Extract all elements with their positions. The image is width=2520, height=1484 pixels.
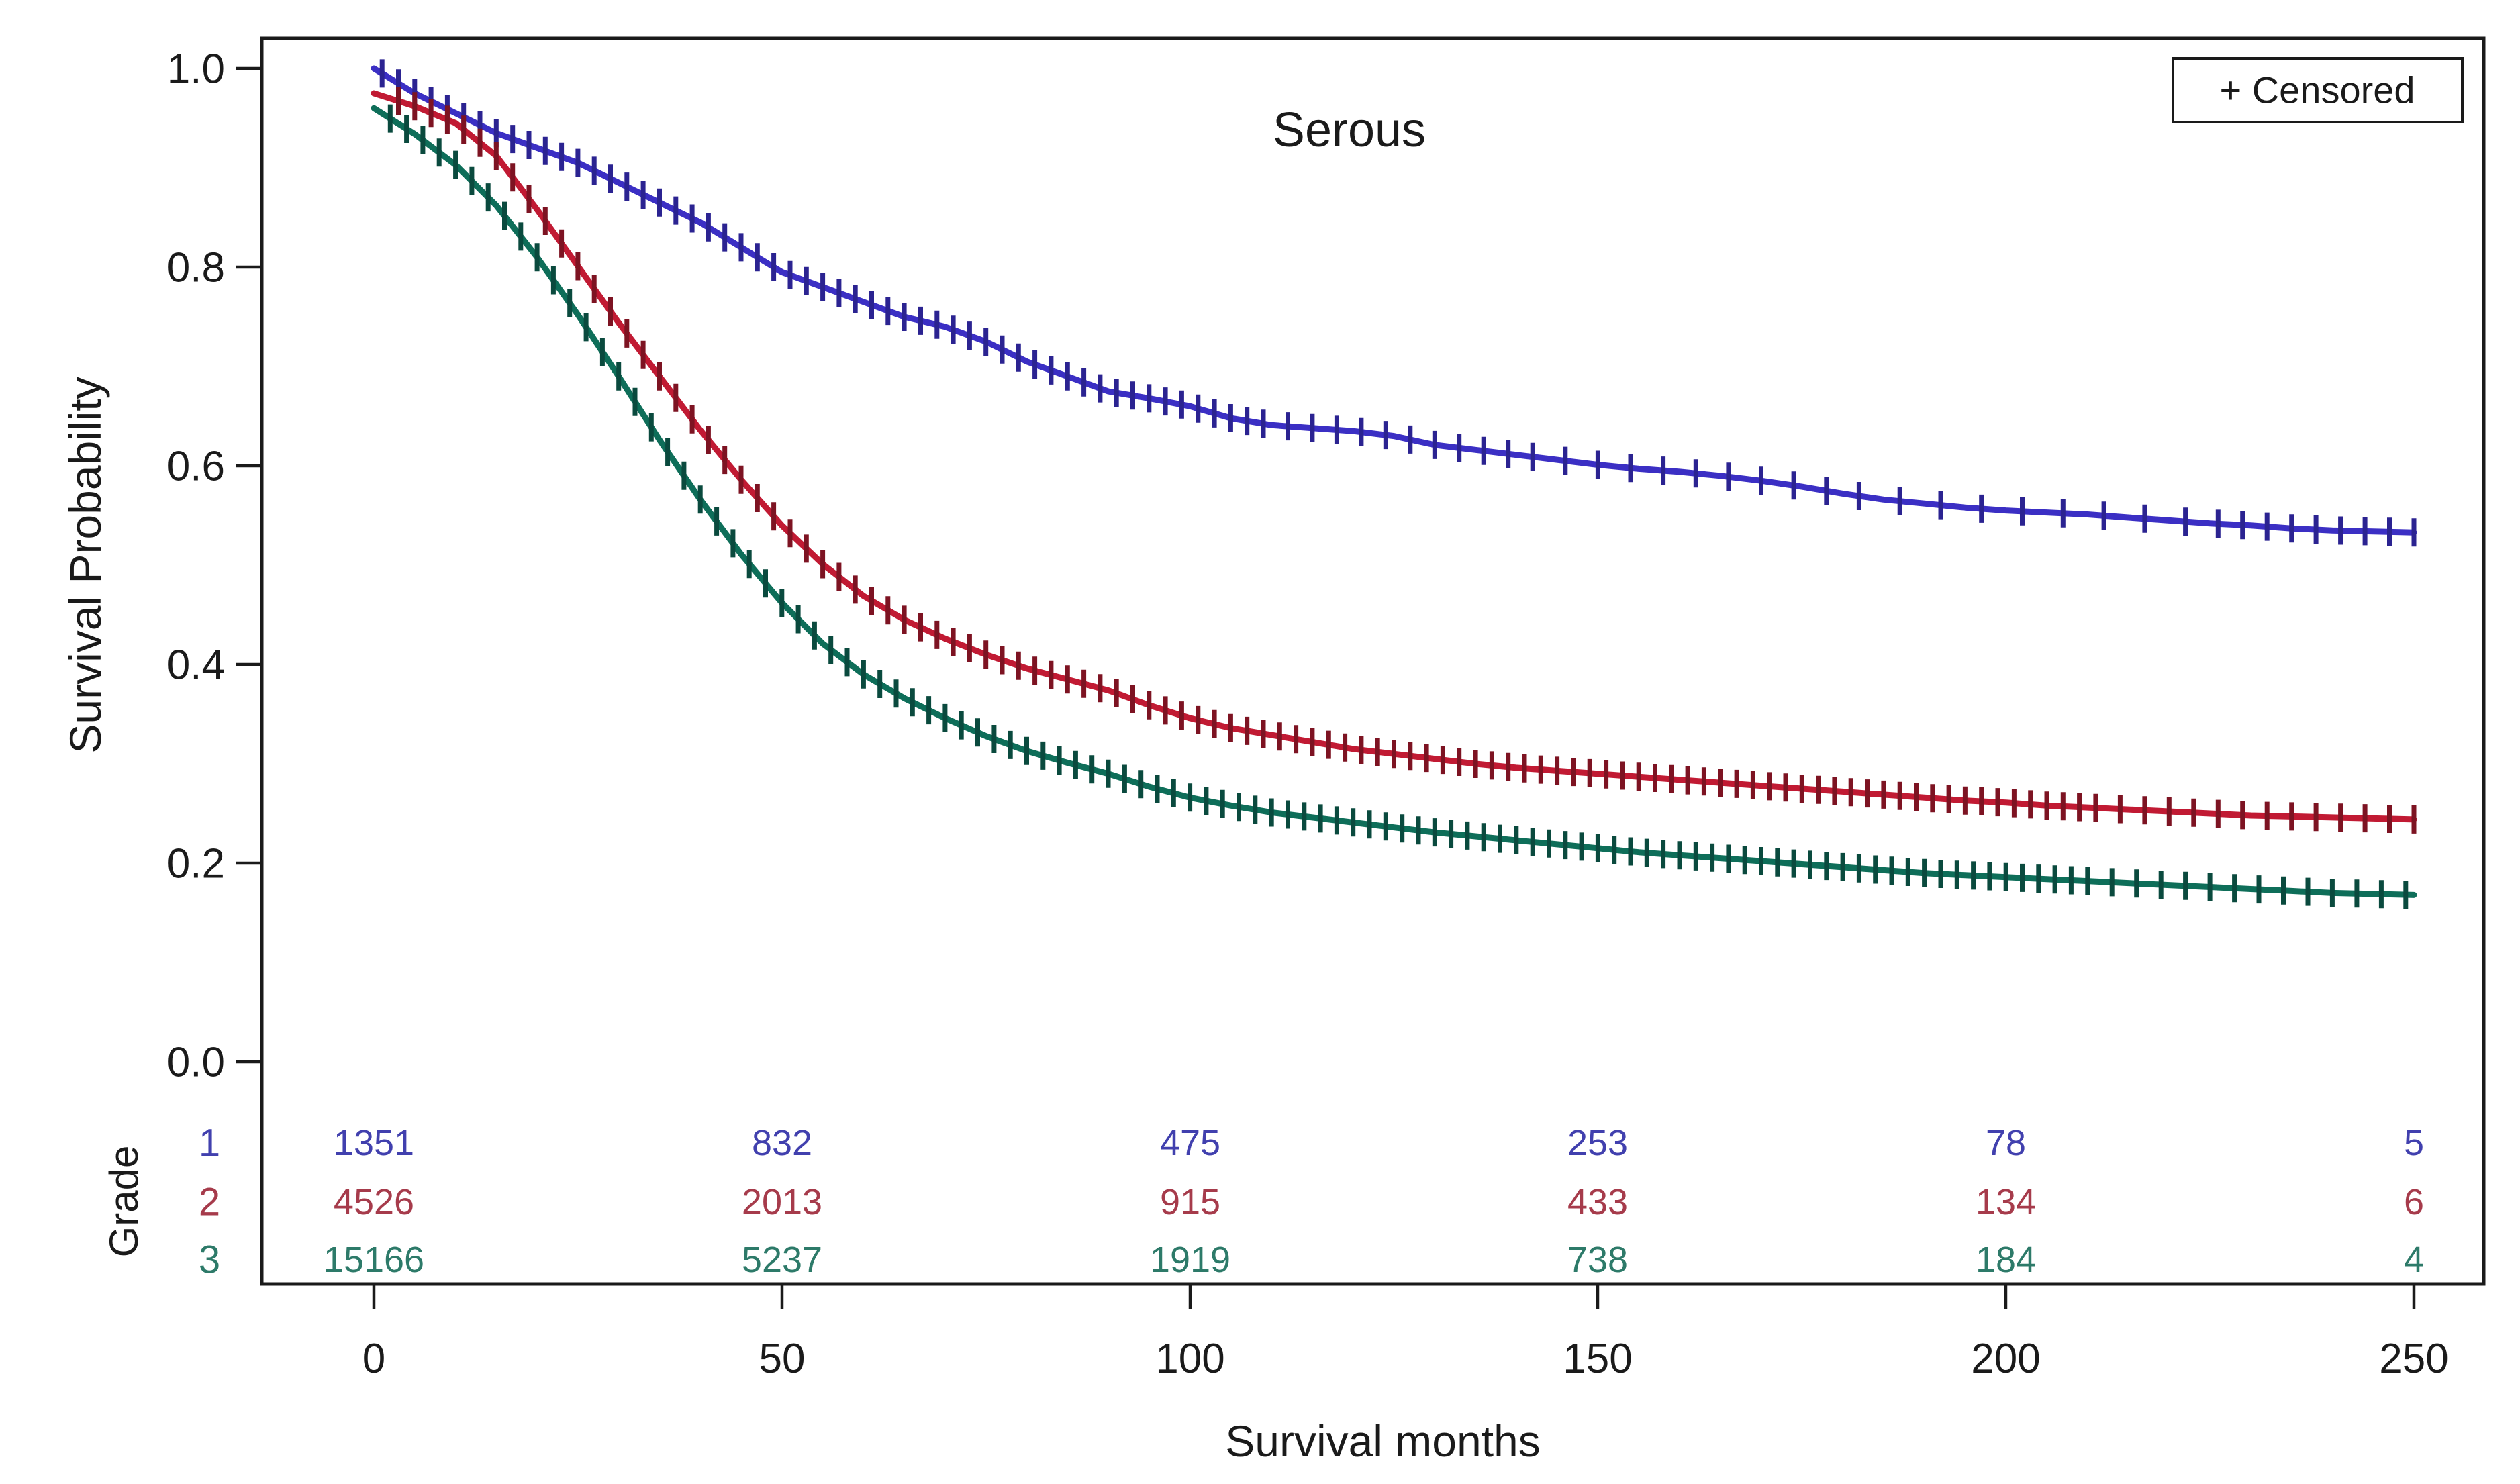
at-risk-count: 1351 xyxy=(334,1123,414,1163)
y-axis-title: Survival Probability xyxy=(60,377,110,753)
x-tick-label: 100 xyxy=(1155,1336,1224,1382)
at-risk-count: 6 xyxy=(2404,1182,2424,1222)
plot-area-border xyxy=(260,36,2486,1286)
censor-marks-grade1 xyxy=(379,59,2417,547)
x-tick-label: 50 xyxy=(759,1336,806,1382)
at-risk-count: 475 xyxy=(1160,1123,1220,1163)
x-axis-title: Survival months xyxy=(1225,1416,1541,1466)
at-risk-count: 433 xyxy=(1567,1182,1628,1222)
at-risk-count: 15166 xyxy=(324,1240,424,1280)
chart-title: Serous xyxy=(1273,103,1426,157)
y-tick-label: 0.8 xyxy=(167,245,225,291)
at-risk-count: 78 xyxy=(1986,1123,2026,1163)
y-tick-label: 0.6 xyxy=(167,444,225,490)
at-risk-count: 253 xyxy=(1567,1123,1628,1163)
y-tick-label: 1.0 xyxy=(167,46,225,93)
censor-marks-grade3 xyxy=(387,104,2409,909)
survival-curve-grade3 xyxy=(371,105,2417,898)
at-risk-count: 832 xyxy=(752,1123,812,1163)
legend: + Censored xyxy=(2172,57,2464,123)
at-risk-table: Grade 1 2 3 1351 832 475 253 78 5 4526 2… xyxy=(101,1121,2424,1281)
at-risk-count: 4 xyxy=(2404,1240,2424,1280)
at-risk-count: 738 xyxy=(1567,1240,1628,1280)
at-risk-count: 4526 xyxy=(334,1182,414,1222)
x-tick-label: 0 xyxy=(362,1336,385,1382)
censor-marks-grade2 xyxy=(396,87,2417,834)
at-risk-row-label-grade2: 2 xyxy=(199,1180,220,1224)
at-risk-count: 5237 xyxy=(742,1240,822,1280)
x-tick-label: 150 xyxy=(1563,1336,1632,1382)
y-axis: 1.0 0.8 0.6 0.4 0.2 0.0 Survival Probabi… xyxy=(60,46,262,1086)
x-tick-label: 250 xyxy=(2379,1336,2448,1382)
at-risk-group-label: Grade xyxy=(101,1146,146,1258)
at-risk-count: 5 xyxy=(2404,1123,2424,1163)
y-tick-label: 0.4 xyxy=(167,642,225,689)
legend-box xyxy=(2172,57,2464,123)
survival-curve-grade2 xyxy=(371,90,2417,823)
at-risk-count: 915 xyxy=(1160,1182,1220,1222)
x-axis: 0 50 100 150 200 250 Survival months xyxy=(362,1284,2449,1466)
at-risk-count: 1919 xyxy=(1150,1240,1230,1280)
survival-curve-grade1 xyxy=(371,65,2417,536)
survival-curves-layer xyxy=(371,59,2417,909)
at-risk-count: 2013 xyxy=(742,1182,822,1222)
legend-censored-label: + Censored xyxy=(2219,69,2415,111)
at-risk-row-label-grade3: 3 xyxy=(199,1238,220,1281)
at-risk-count: 184 xyxy=(1976,1240,2036,1280)
at-risk-row-label-grade1: 1 xyxy=(199,1121,220,1165)
at-risk-count: 134 xyxy=(1976,1182,2036,1222)
y-tick-label: 0.2 xyxy=(167,841,225,887)
y-tick-label: 0.0 xyxy=(167,1040,225,1086)
x-tick-label: 200 xyxy=(1971,1336,2040,1382)
